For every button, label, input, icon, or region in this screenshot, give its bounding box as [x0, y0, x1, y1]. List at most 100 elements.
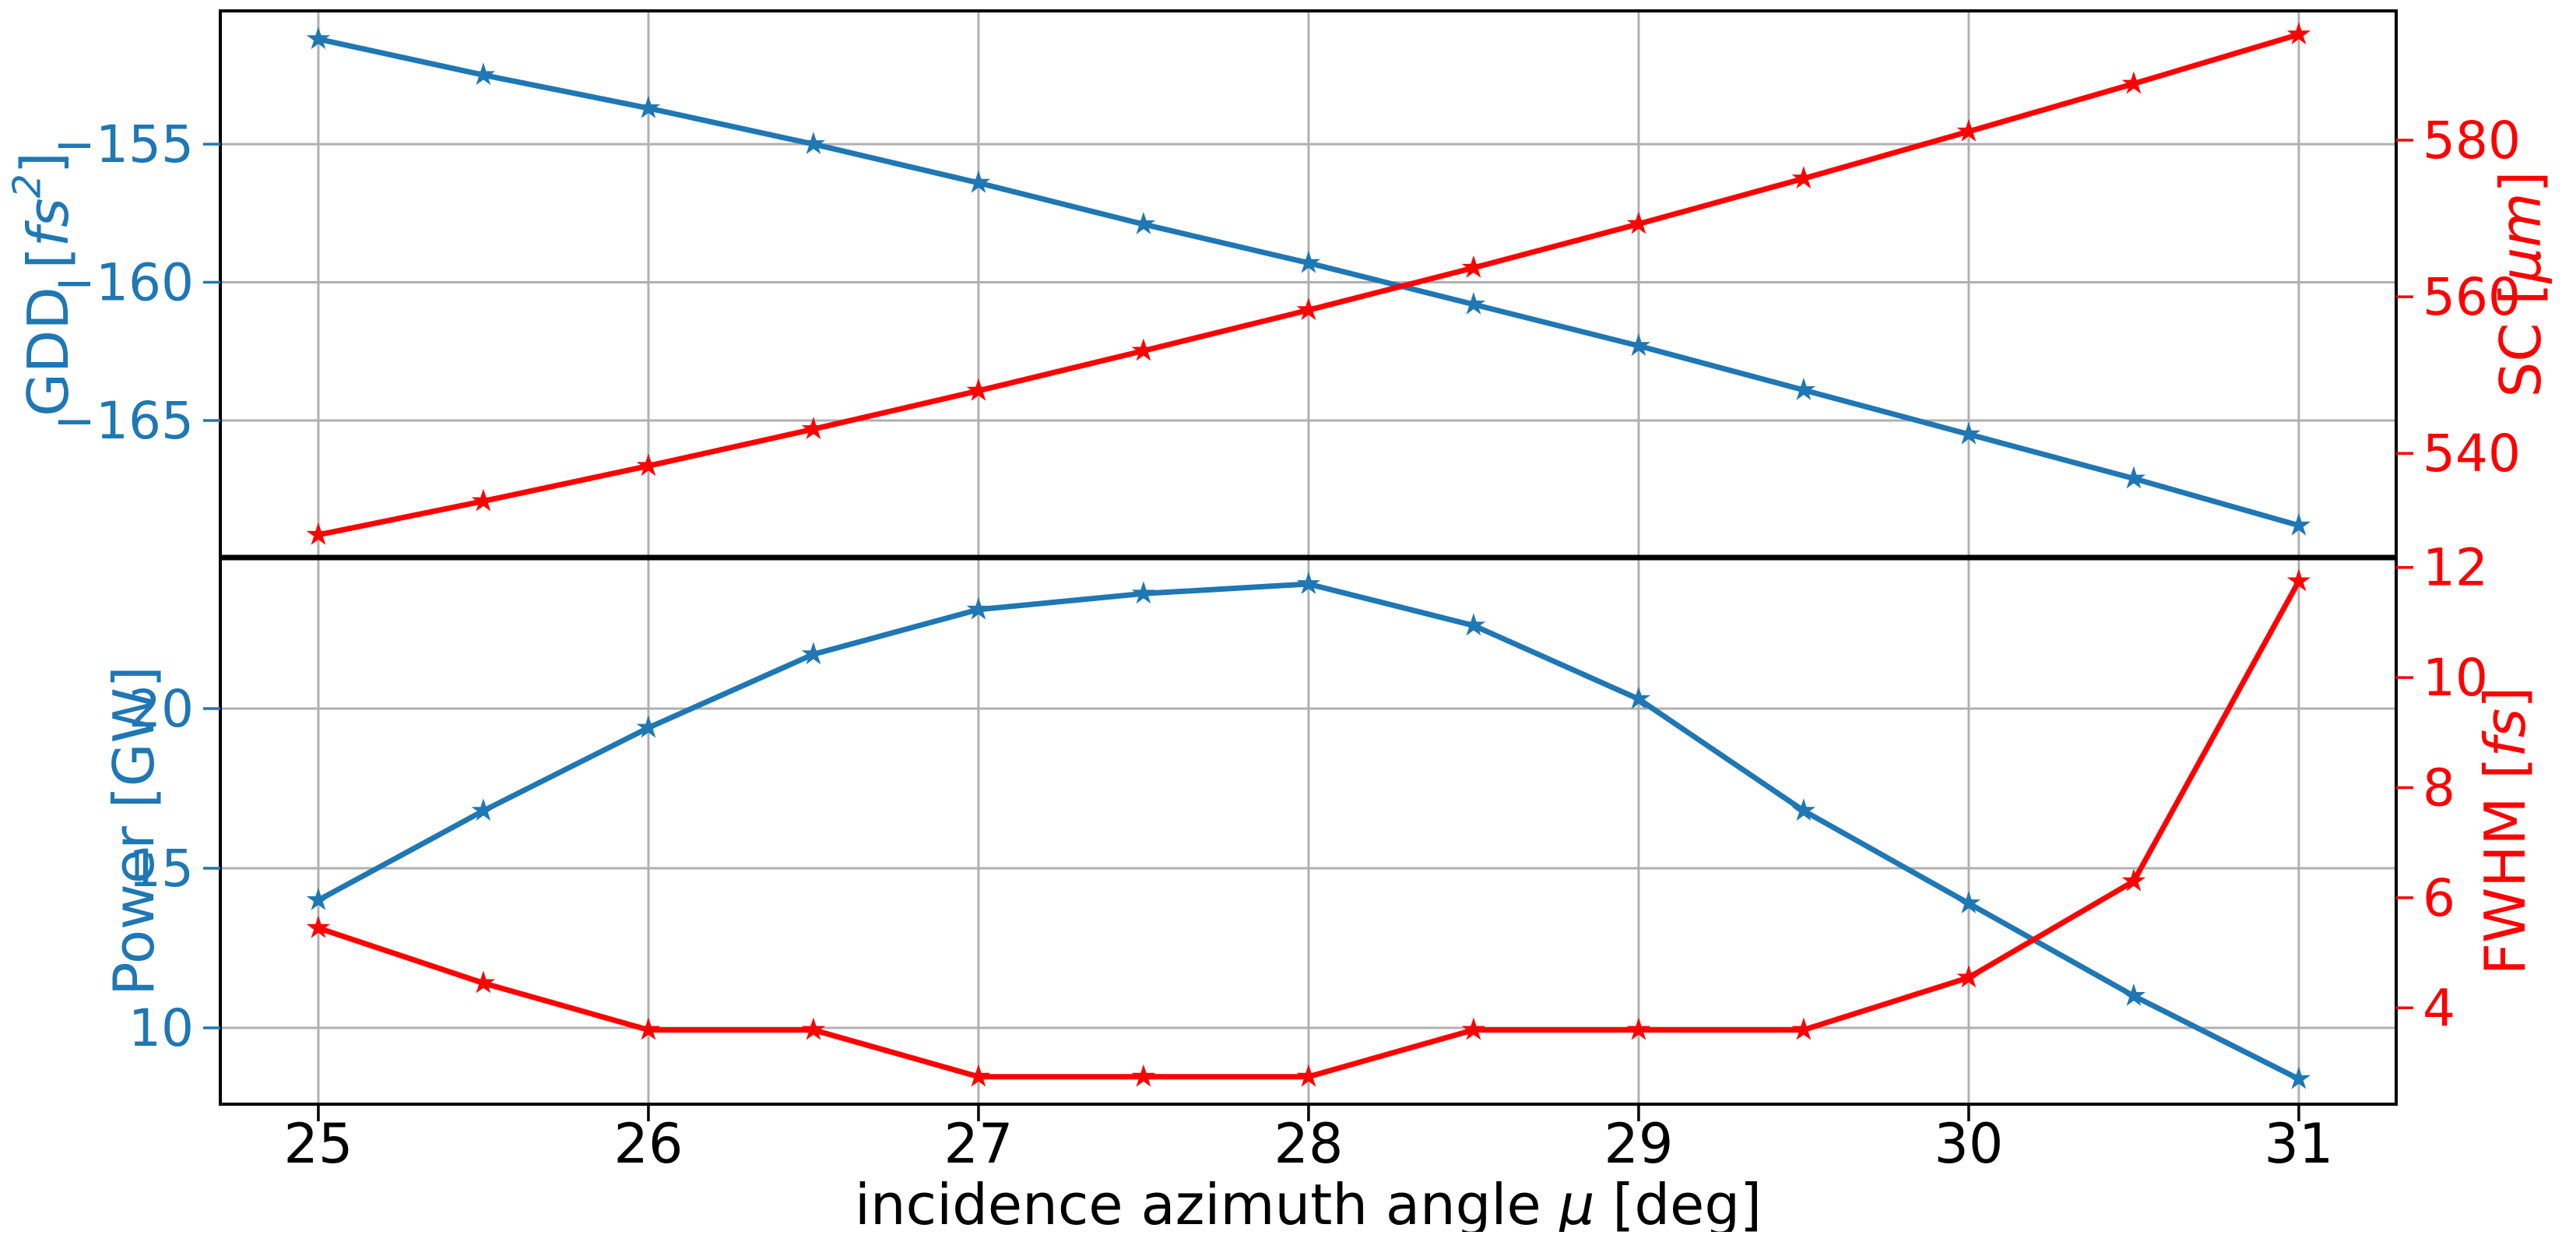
x-tick-label: 26	[613, 1112, 683, 1176]
fwhm-data-point-marker	[636, 1017, 661, 1040]
x-tick-label-segment: 31	[2264, 1112, 2333, 1176]
gdd-data-point-marker	[1956, 421, 1981, 445]
bottom-left-tick-label: 15	[128, 838, 194, 898]
top-left-axis-label-segment: GDD [	[16, 247, 81, 417]
bottom-right-tick-label-segment: 6	[2423, 867, 2455, 927]
power-data-point-marker	[1461, 613, 1486, 636]
x-axis-label: incidence azimuth angle μ [deg]	[855, 1172, 1762, 1232]
power-data-point-marker	[1131, 581, 1156, 604]
x-tick-label-segment: 30	[1934, 1112, 2003, 1176]
bottom-left-tick-label: 10	[128, 998, 194, 1057]
power-data-point-marker	[2286, 1066, 2311, 1089]
x-tick-label-segment: 26	[613, 1112, 683, 1176]
sc-data-point-marker	[1626, 211, 1651, 234]
fwhm-data-point-marker	[1956, 965, 1981, 988]
sc-data-point-marker	[306, 522, 331, 545]
power-data-point-marker	[636, 715, 661, 738]
top-left-tick-label: −160	[53, 252, 194, 312]
gdd-data-point-marker	[2286, 512, 2311, 536]
sc-series-group	[306, 22, 2311, 545]
power-series-group	[306, 572, 2311, 1089]
fwhm-data-point-marker	[1131, 1064, 1156, 1087]
bottom-right-tick-label: 10	[2423, 648, 2488, 708]
bottom-right-tick-label-segment: 8	[2423, 758, 2455, 818]
fwhm-data-point-marker	[2286, 568, 2311, 592]
power-data-point-marker	[2121, 983, 2146, 1006]
gdd-data-point-marker	[636, 95, 661, 118]
sc-data-point-marker	[1296, 297, 1321, 321]
bottom-right-axis-label-segment: ]	[2472, 687, 2538, 709]
power-data-point-marker	[1791, 798, 1816, 822]
top-right-tick-label-segment: 560	[2423, 267, 2521, 327]
gdd-data-point-marker	[2121, 466, 2146, 489]
fwhm-data-point-marker	[1461, 1017, 1486, 1040]
bottom-left-tick-label-segment: 15	[128, 838, 194, 898]
top-left-tick-label-segment: −155	[53, 114, 194, 174]
x-tick-label-segment: 27	[944, 1112, 1013, 1176]
x-tick-label: 31	[2264, 1112, 2333, 1176]
top-right-tick-label: 560	[2423, 267, 2521, 327]
sc-data-point-marker	[2121, 71, 2146, 94]
bottom-left-tick-label: 20	[128, 678, 194, 738]
power-data-point-marker	[1296, 572, 1321, 594]
top-right-tick-label: 540	[2423, 424, 2521, 484]
bottom-right-tick-label: 12	[2423, 537, 2488, 597]
sc-data-point-marker	[966, 378, 991, 401]
gdd-data-point-marker	[1626, 333, 1651, 357]
top-left-axis-label-segment: 2	[5, 174, 49, 198]
fwhm-data-point-marker	[1791, 1017, 1816, 1040]
bottom-right-tick-label-segment: 10	[2423, 648, 2488, 708]
top-right-axis-label: SC [μm]	[2488, 171, 2553, 398]
bottom-right-axis-label-segment: fs	[2472, 709, 2538, 758]
bottom-right-axis-label-segment: FWHM [	[2472, 758, 2538, 976]
x-tick-label: 28	[1274, 1112, 1343, 1176]
gdd-data-point-marker	[801, 132, 826, 154]
gdd-data-point-marker	[1131, 212, 1156, 234]
sc-data-point-marker	[801, 417, 826, 439]
sc-data-point-marker	[471, 488, 496, 512]
gdd-data-point-marker	[306, 26, 331, 50]
bottom-right-tick-label: 8	[2423, 758, 2455, 818]
fwhm-data-point-marker	[1626, 1017, 1651, 1040]
top-right-tick-label-segment: 580	[2423, 110, 2521, 170]
power-data-point-marker	[801, 642, 826, 665]
x-axis-label-segment: μ	[1559, 1172, 1595, 1232]
top-left-tick-label: −155	[53, 114, 194, 174]
bottom-left-tick-label-segment: 10	[128, 998, 194, 1057]
gdd-data-point-marker	[1791, 377, 1816, 400]
x-tick-label: 30	[1934, 1112, 2003, 1176]
top-left-tick-label: −165	[53, 390, 194, 450]
top-left-axis-label-segment: ]	[9, 152, 74, 174]
top-right-axis-label-segment: ]	[2488, 171, 2553, 193]
gdd-data-point-marker	[966, 170, 991, 193]
sc-data-point-marker	[1461, 255, 1486, 278]
fwhm-data-point-marker	[801, 1017, 826, 1040]
x-axis-label-segment: incidence azimuth angle	[855, 1172, 1559, 1232]
x-tick-label: 27	[944, 1112, 1013, 1176]
bottom-right-tick-label: 4	[2423, 978, 2455, 1038]
sc-data-point-marker	[636, 453, 661, 477]
top-left-axis-label-segment: fs	[16, 198, 81, 247]
power-data-point-marker	[1956, 891, 1981, 913]
gdd-data-point-marker	[1296, 250, 1321, 273]
top-right-tick-label: 580	[2423, 110, 2521, 170]
top-right-axis-label-segment: SC [	[2488, 283, 2553, 398]
bottom-right-tick-label-segment: 4	[2423, 978, 2455, 1038]
bottom-right-tick-label-segment: 12	[2423, 537, 2488, 597]
fwhm-series-group	[306, 568, 2311, 1087]
top-right-tick-label-segment: 540	[2423, 424, 2521, 484]
x-tick-label-segment: 28	[1274, 1112, 1343, 1176]
fwhm-data-point-marker	[471, 970, 496, 994]
gdd-series-group	[306, 26, 2311, 536]
x-tick-label: 25	[283, 1112, 353, 1176]
x-tick-label-segment: 25	[283, 1112, 353, 1176]
fwhm-data-point-marker	[966, 1064, 991, 1087]
fwhm-data-point-marker	[1296, 1064, 1321, 1087]
x-tick-label: 29	[1604, 1112, 1673, 1176]
gdd-data-point-marker	[471, 62, 496, 86]
bottom-right-axis-label: FWHM [fs]	[2472, 687, 2538, 976]
sc-data-point-marker	[1791, 166, 1816, 189]
x-axis-label-segment: [deg]	[1594, 1172, 1762, 1232]
